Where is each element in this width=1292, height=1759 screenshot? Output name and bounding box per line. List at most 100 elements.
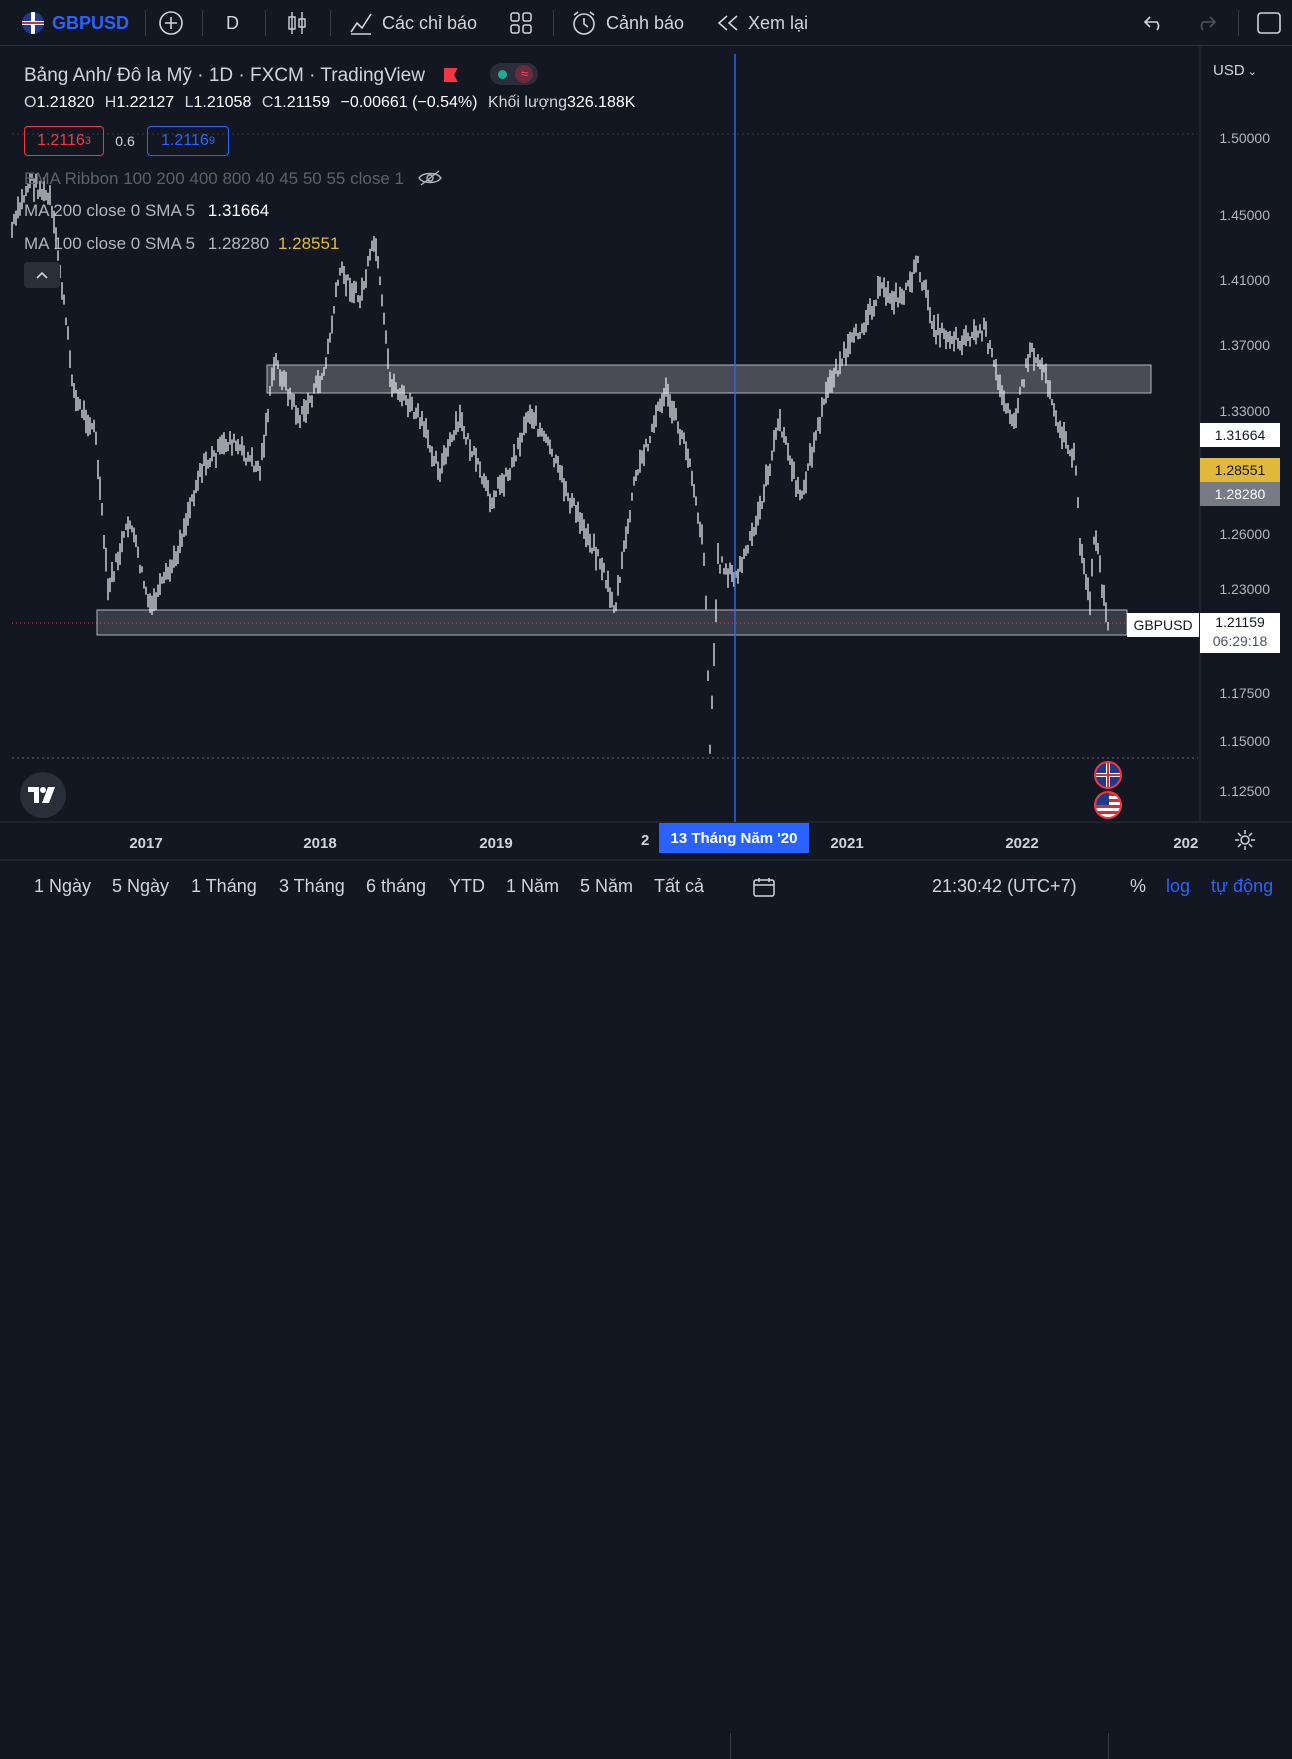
range-1m[interactable]: 1 Tháng	[191, 876, 257, 896]
chart-type-button[interactable]	[286, 0, 308, 46]
close-label: C	[261, 94, 274, 111]
indicators-icon	[350, 13, 372, 35]
ma200-price-label: 1.31664	[1200, 423, 1280, 447]
uk-event-icon[interactable]	[1094, 761, 1122, 789]
range-ytd[interactable]: YTD	[449, 876, 485, 896]
price-tick-label: 1.15000	[1219, 733, 1270, 749]
goto-date-button[interactable]	[752, 860, 776, 913]
time-tick-partial: 2	[641, 832, 650, 849]
price-tick-label: 1.33000	[1219, 403, 1270, 419]
time-tick-label: 2019	[479, 835, 512, 852]
undo-button[interactable]	[1142, 0, 1166, 46]
change-value: −0.00661 (−0.54%)	[340, 94, 478, 111]
collapse-legend-button[interactable]	[24, 262, 60, 288]
buy-price-pip: 9	[208, 135, 215, 147]
range-3m[interactable]: 3 Tháng	[279, 876, 345, 896]
indicators-label: Các chỉ báo	[382, 12, 478, 33]
gear-icon	[1235, 830, 1255, 850]
support-zone[interactable]	[96, 609, 1128, 636]
auto-scale-toggle[interactable]: tự động	[1211, 876, 1274, 896]
ema-ribbon-row[interactable]: EMA Ribbon 100 200 400 800 40 45 50 55 c…	[24, 169, 443, 189]
tradingview-logo[interactable]	[20, 772, 66, 818]
range-1d[interactable]: 1 Ngày	[34, 876, 92, 896]
range-6m[interactable]: 6 tháng	[366, 876, 427, 896]
range-5d[interactable]: 5 Ngày	[112, 876, 170, 896]
low-value: 1.21058	[193, 94, 252, 111]
volume-value: 326.188K	[566, 94, 636, 111]
market-status-pill[interactable]: ≈	[490, 63, 539, 85]
flag-marker-icon[interactable]	[443, 68, 458, 82]
ma200-value: 1.31664	[207, 201, 270, 220]
percent-toggle[interactable]: %	[1130, 876, 1147, 896]
calendar-icon	[753, 877, 775, 897]
range-5y[interactable]: 5 Năm	[580, 876, 634, 896]
open-value: 1.21820	[36, 94, 95, 111]
chevron-up-icon	[36, 271, 48, 279]
legend-title: Bảng Anh/ Đô la Mỹ · 1D · FXCM · Trading…	[24, 65, 425, 86]
alarm-clock-icon	[573, 11, 595, 35]
ma100-label: MA 100 close 0 SMA 5	[24, 234, 196, 253]
time-tick-label: 2021	[830, 835, 863, 852]
candle-countdown: 06:29:18	[1212, 633, 1268, 649]
eye-hidden-icon[interactable]	[417, 169, 443, 187]
crosshair-date-label: 13 Tháng Năm '20	[659, 823, 809, 853]
sell-button[interactable]: 1.2116 3	[24, 126, 104, 156]
window-icon	[1257, 12, 1281, 34]
indicators-button[interactable]: Các chỉ báo	[348, 0, 477, 46]
time-tick-label: 2023	[1173, 835, 1206, 852]
price-tick-label: 1.37000	[1219, 337, 1270, 353]
range-1y[interactable]: 1 Năm	[506, 876, 560, 896]
gbp-usd-flag-icon	[22, 12, 44, 34]
chevron-down-icon: ⌄	[1247, 66, 1257, 78]
last-price-label: 1.21159 06:29:18	[1200, 613, 1280, 653]
price-axis[interactable]: 1.50000 1.45000 1.41000 1.37000 1.33000 1.260…	[1219, 130, 1270, 799]
replay-button[interactable]: Xem lại	[716, 0, 808, 46]
ma100-value-yellow: 1.28551	[277, 234, 340, 253]
ma100-value-gray: 1.28280	[207, 234, 270, 253]
price-tick-label: 1.50000	[1219, 130, 1270, 146]
market-open-dot-icon	[498, 70, 508, 79]
time-tick-label: 2018	[303, 835, 336, 852]
currency-label: USD	[1213, 62, 1245, 79]
price-tick-label: 1.23000	[1219, 581, 1270, 597]
ema-ribbon-label: EMA Ribbon 100 200 400 800 40 45 50 55 c…	[24, 169, 404, 188]
price-tick-label: 1.17500	[1219, 685, 1270, 701]
plus-circle-icon	[159, 11, 183, 35]
redo-button[interactable]	[1194, 0, 1218, 46]
candles-icon	[288, 12, 306, 34]
interval-button[interactable]: D	[226, 0, 239, 46]
time-tick-label: 2017	[129, 835, 162, 852]
sell-price: 1.2116	[37, 132, 85, 149]
compare-add-button[interactable]	[158, 0, 184, 46]
redo-icon	[1200, 16, 1217, 31]
price-tick-label: 1.45000	[1219, 207, 1270, 223]
fullscreen-button[interactable]	[1256, 0, 1282, 46]
timezone-clock[interactable]: 21:30:42 (UTC+7)	[932, 876, 1077, 896]
time-axis[interactable]: 2017 2018 2019 2021 2022 2023	[129, 835, 1206, 852]
ma100-gray-price-label: 1.28280	[1200, 482, 1280, 506]
ma100-price-label: 1.28551	[1200, 458, 1280, 482]
open-label: O	[24, 94, 37, 111]
chart-canvas[interactable]: 1.50000 1.45000 1.41000 1.37000 1.33000 1.260…	[0, 46, 1292, 913]
symbol-selector[interactable]: GBPUSD	[22, 0, 129, 46]
layout-button[interactable]	[508, 0, 534, 46]
resistance-zone[interactable]	[266, 364, 1152, 394]
range-all[interactable]: Tất cả	[654, 876, 705, 896]
price-candles	[11, 173, 1109, 754]
symbol-label: GBPUSD	[52, 12, 130, 33]
ma200-label: MA 200 close 0 SMA 5	[24, 201, 196, 220]
us-event-icon[interactable]	[1094, 791, 1122, 819]
chart-settings-button[interactable]	[1234, 829, 1256, 856]
price-tick-label: 1.41000	[1219, 272, 1270, 288]
top-toolbar: GBPUSD D Các chỉ báo Cảnh báo Xem lại	[0, 0, 1292, 46]
last-price-value: 1.21159	[1215, 614, 1265, 630]
currency-selector[interactable]: USD ⌄	[1213, 62, 1257, 79]
ma100-row[interactable]: MA 100 close 0 SMA 5 1.28280 1.28551	[24, 234, 339, 254]
buy-button[interactable]: 1.2116 9	[147, 126, 229, 156]
price-tick-label: 1.26000	[1219, 526, 1270, 542]
log-toggle[interactable]: log	[1166, 876, 1191, 896]
alerts-button[interactable]: Cảnh báo	[570, 0, 684, 46]
ma200-row[interactable]: MA 200 close 0 SMA 5 1.31664	[24, 201, 269, 221]
close-value: 1.21159	[273, 94, 331, 111]
volume-label: Khối lượng	[487, 94, 567, 111]
